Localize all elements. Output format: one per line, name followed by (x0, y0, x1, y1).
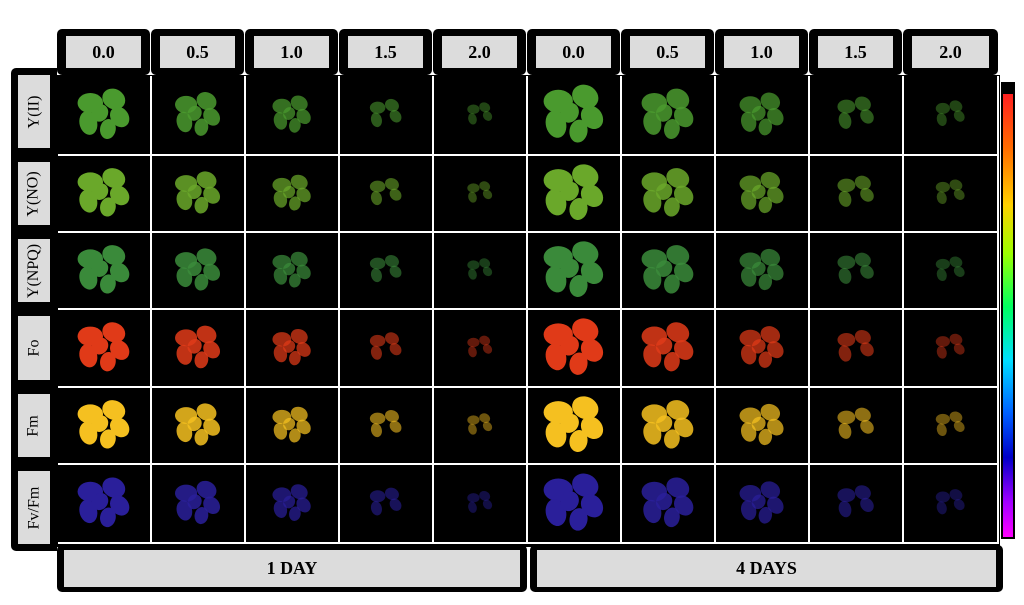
column-header: 1.5 (339, 29, 432, 75)
row-label: Fo (11, 309, 57, 387)
plant-image (904, 310, 999, 388)
row-label-text: Y(NO) (25, 170, 43, 217)
plant-image (622, 388, 716, 465)
column-header-label: 0.5 (630, 36, 705, 68)
plant-image (528, 156, 622, 233)
plant-image (434, 76, 528, 156)
plant-image (528, 465, 622, 544)
plant-image (528, 388, 622, 465)
column-header-label: 2.0 (912, 36, 989, 68)
group-label-1-day: 1 DAY (57, 545, 527, 592)
plant-image (622, 233, 716, 310)
row-label-text: Fv/Fm (25, 486, 42, 529)
plant-image (246, 156, 340, 233)
plant-image (340, 233, 434, 310)
group-label-text: 4 DAYS (537, 550, 996, 587)
plant-image (340, 465, 434, 544)
column-header: 0.5 (621, 29, 714, 75)
plant-image (622, 76, 716, 156)
row-label-text: Fo (25, 339, 42, 357)
colorbar-gradient (1003, 94, 1013, 537)
plant-image (434, 465, 528, 544)
plant-image (904, 76, 999, 156)
row-label: Y(NPQ) (11, 232, 57, 309)
row-label: Fm (11, 387, 57, 464)
plant-image (434, 310, 528, 388)
column-header: 0.0 (57, 29, 150, 75)
plant-image (716, 233, 810, 310)
plant-image (810, 388, 904, 465)
plant-image (58, 76, 152, 156)
column-header-label: 2.0 (442, 36, 517, 68)
column-header-label: 1.5 (348, 36, 423, 68)
plant-image (152, 388, 246, 465)
plant-image (58, 233, 152, 310)
plant-image (246, 465, 340, 544)
column-header-label: 0.0 (536, 36, 611, 68)
plant-image (904, 465, 999, 544)
row-label-text: Y(II) (25, 95, 42, 128)
plant-image (246, 310, 340, 388)
column-header-label: 0.5 (160, 36, 235, 68)
column-header: 2.0 (433, 29, 526, 75)
plant-image (152, 76, 246, 156)
plant-image (340, 156, 434, 233)
column-header: 2.0 (903, 29, 998, 75)
group-label-text: 1 DAY (64, 550, 520, 587)
plant-image (904, 156, 999, 233)
row-label-text: Fm (25, 414, 42, 437)
plant-image (716, 76, 810, 156)
plant-image (434, 233, 528, 310)
plant-image (810, 156, 904, 233)
column-header: 1.0 (245, 29, 338, 75)
plant-image (716, 156, 810, 233)
row-label-text: Y(NPQ) (25, 243, 42, 298)
plant-image (810, 310, 904, 388)
column-header: 1.5 (809, 29, 902, 75)
colorbar (1001, 82, 1015, 539)
plant-image (246, 76, 340, 156)
plant-image (716, 310, 810, 388)
plant-image (810, 76, 904, 156)
row-label: Fv/Fm (11, 464, 57, 551)
plant-image (434, 388, 528, 465)
plant-image (340, 310, 434, 388)
plant-image (622, 465, 716, 544)
plant-image (528, 310, 622, 388)
column-header: 0.0 (527, 29, 620, 75)
plant-image (904, 388, 999, 465)
plant-image (810, 233, 904, 310)
column-header-label: 1.5 (818, 36, 893, 68)
column-header: 1.0 (715, 29, 808, 75)
plant-image (152, 310, 246, 388)
plant-image (904, 233, 999, 310)
column-header-label: 0.0 (66, 36, 141, 68)
plant-image (340, 388, 434, 465)
column-header-label: 1.0 (254, 36, 329, 68)
row-label: Y(NO) (11, 155, 57, 232)
plant-image (622, 156, 716, 233)
plant-image (716, 388, 810, 465)
row-label: Y(II) (11, 68, 57, 155)
plant-image (434, 156, 528, 233)
column-header-label: 1.0 (724, 36, 799, 68)
fluorescence-image-grid (57, 75, 1000, 547)
plant-image (58, 388, 152, 465)
plant-image (528, 76, 622, 156)
plant-image (58, 156, 152, 233)
group-label-4-days: 4 DAYS (530, 545, 1003, 592)
plant-image (716, 465, 810, 544)
plant-image (152, 156, 246, 233)
plant-image (246, 388, 340, 465)
column-header: 0.5 (151, 29, 244, 75)
plant-image (58, 310, 152, 388)
plant-image (810, 465, 904, 544)
plant-image (152, 233, 246, 310)
plant-image (246, 233, 340, 310)
plant-image (152, 465, 246, 544)
plant-image (340, 76, 434, 156)
plant-image (622, 310, 716, 388)
plant-image (58, 465, 152, 544)
plant-image (528, 233, 622, 310)
